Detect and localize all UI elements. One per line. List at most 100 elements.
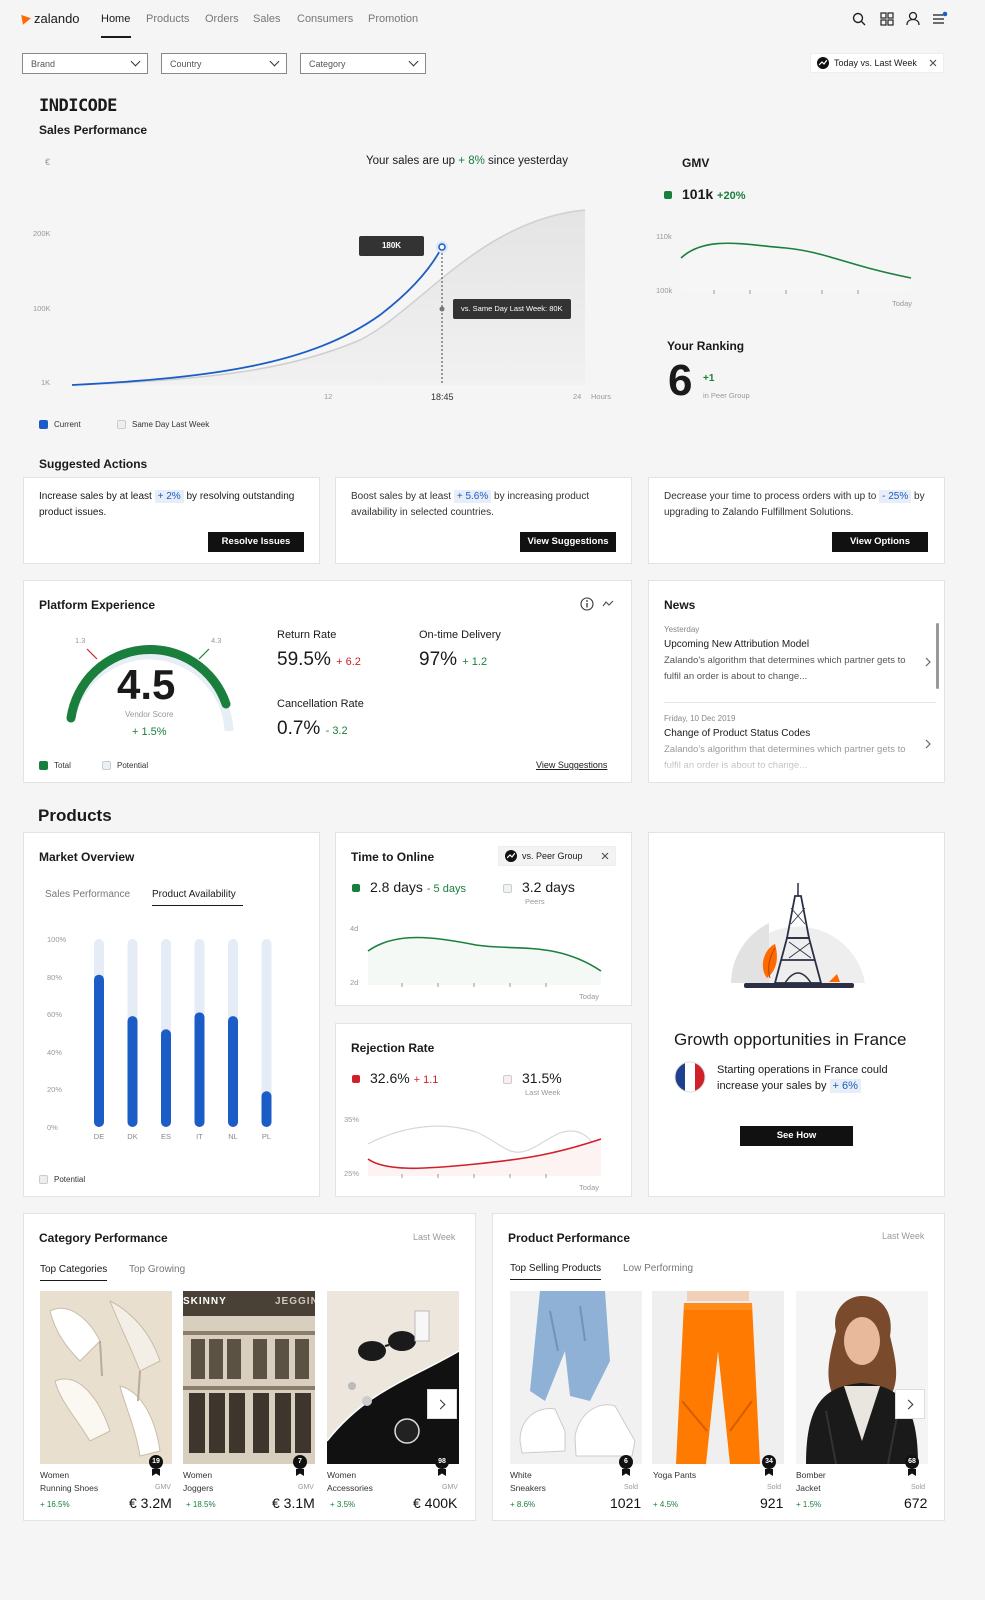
compare-filter-chip[interactable]: Today vs. Last Week (810, 53, 944, 73)
rejection-value: 32.6% + 1.1 (352, 1070, 438, 1086)
nav-sales[interactable]: Sales (253, 13, 281, 25)
nav-orders[interactable]: Orders (205, 13, 239, 25)
rejection-area (368, 1139, 601, 1176)
current-point[interactable] (438, 243, 446, 251)
nav-home[interactable]: Home (101, 13, 131, 25)
platform-title: Platform Experience (39, 598, 156, 612)
product-growth: + 1.5% (796, 1500, 822, 1509)
x-tick-pl: PL (262, 1132, 271, 1141)
ontime-delivery-value: 97% + 1.2 (419, 649, 488, 670)
product-image-bomber-jacket[interactable] (796, 1291, 928, 1464)
metric-label: GMV (298, 1484, 314, 1491)
market-bar-chart: DE DK ES IT NL PL (94, 939, 272, 1141)
bar-potential-pl[interactable] (261, 939, 272, 1127)
country-dropdown[interactable]: Country (161, 53, 287, 74)
trend-icon[interactable] (602, 600, 614, 608)
gmv-line (680, 242, 912, 279)
tab-low-performing[interactable]: Low Performing (623, 1263, 694, 1274)
time-to-online-card: Time to Online vs. Peer Group 2.8 days -… (335, 832, 632, 1006)
suggestion-card: Boost sales by at least + 5.6% by increa… (335, 477, 632, 564)
resolve-issues-button[interactable]: Resolve Issues (208, 532, 304, 552)
bar-nl[interactable] (228, 1016, 238, 1127)
news-scrollbar[interactable] (936, 623, 939, 689)
return-rate-value: 59.5% + 6.2 (277, 649, 361, 670)
view-suggestions-button[interactable]: View Suggestions (520, 532, 616, 552)
product-image-sneakers[interactable] (510, 1291, 642, 1464)
france-flag-icon (674, 1061, 706, 1093)
bar-it[interactable] (194, 1012, 205, 1127)
carousel-next-button[interactable] (895, 1389, 925, 1419)
cancellation-rate-label: Cancellation Rate (277, 698, 364, 710)
tab-product-availability[interactable]: Product Availability (152, 889, 243, 906)
see-how-button[interactable]: See How (740, 1126, 853, 1146)
view-options-button[interactable]: View Options (832, 532, 928, 552)
close-icon[interactable] (929, 59, 937, 67)
y-tick: 1K (41, 378, 51, 387)
legend-last-week[interactable]: Same Day Last Week (117, 420, 209, 430)
x-unit: Hours (591, 392, 612, 401)
category-value: € 400K (413, 1495, 458, 1511)
bar-de[interactable] (94, 974, 104, 1127)
tab-top-selling[interactable]: Top Selling Products (510, 1263, 602, 1280)
search-icon[interactable] (852, 12, 866, 26)
legend-total[interactable]: Total (39, 761, 71, 771)
last-week-point[interactable] (439, 306, 445, 312)
legend-swatch (39, 761, 48, 771)
brand-dropdown[interactable]: Brand (22, 53, 148, 74)
y-tick: 20% (47, 1085, 63, 1095)
peer-group-chip[interactable]: vs. Peer Group (498, 846, 616, 866)
legend-swatch (503, 1074, 512, 1084)
gauge-min-marker (86, 648, 98, 660)
chevron-right-icon[interactable] (924, 657, 932, 667)
tab-top-categories[interactable]: Top Categories (40, 1264, 108, 1281)
category-dropdown[interactable]: Category (300, 53, 426, 74)
zalando-logo-icon (21, 12, 32, 25)
product-image-yoga-pants[interactable] (652, 1291, 784, 1464)
tab-sales-performance[interactable]: Sales Performance (45, 889, 131, 900)
category-growth: + 18.5% (186, 1500, 216, 1509)
grid-icon[interactable] (880, 12, 894, 26)
legend-swatch (102, 761, 111, 771)
legend-swatch (39, 1175, 48, 1185)
legend-current[interactable]: Current (39, 420, 81, 430)
zalando-logo[interactable]: zalando (21, 11, 80, 26)
nav-products[interactable]: Products (146, 13, 190, 25)
x-tick: 24 (573, 392, 582, 401)
carousel-next-button[interactable] (427, 1389, 457, 1419)
rejection-last-value: 31.5% (503, 1070, 562, 1086)
growth-title: Growth opportunities in France (674, 1030, 907, 1049)
rank-ribbon-icon (152, 1469, 160, 1476)
close-icon[interactable] (601, 852, 609, 860)
news-item[interactable]: Yesterday Upcoming New Attribution Model… (664, 625, 919, 685)
nav-consumers[interactable]: Consumers (297, 13, 354, 25)
bar-dk[interactable] (127, 1016, 138, 1127)
nav-promotion[interactable]: Promotion (368, 13, 419, 25)
x-tick-dk: DK (127, 1132, 137, 1141)
store-sign: SKINNY (183, 1296, 227, 1307)
view-suggestions-link[interactable]: View Suggestions (536, 760, 608, 770)
time-online-peer-value: 3.2 days (503, 879, 575, 895)
chevron-down-icon (130, 56, 141, 67)
user-icon[interactable] (906, 11, 920, 26)
trend-icon (505, 850, 517, 862)
tab-top-growing[interactable]: Top Growing (129, 1264, 186, 1275)
category-image-running-shoes[interactable] (40, 1291, 172, 1464)
ranking-value: 6 (668, 356, 693, 405)
legend-potential[interactable]: Potential (39, 1175, 85, 1185)
legend-potential[interactable]: Potential (102, 761, 148, 771)
chevron-right-icon[interactable] (924, 739, 932, 749)
current-line (71, 246, 443, 386)
category-image-joggers[interactable]: SKINNY JEGGIN (183, 1291, 315, 1464)
notifications-list-icon[interactable] (932, 11, 948, 25)
vendor-score-label: Vendor Score (125, 710, 174, 719)
category-value: € 3.1M (272, 1495, 315, 1511)
category-image-accessories[interactable] (327, 1291, 459, 1464)
info-icon[interactable] (580, 597, 594, 611)
bar-es[interactable] (161, 1029, 171, 1127)
gauge-max-marker (198, 648, 210, 660)
last-week-line (71, 209, 586, 386)
gmv-sparkline (680, 242, 912, 294)
suggestion-card: Increase sales by at least + 2% by resol… (23, 477, 320, 564)
bar-pl[interactable] (261, 1091, 272, 1127)
rank-badge: 34 (762, 1455, 776, 1469)
